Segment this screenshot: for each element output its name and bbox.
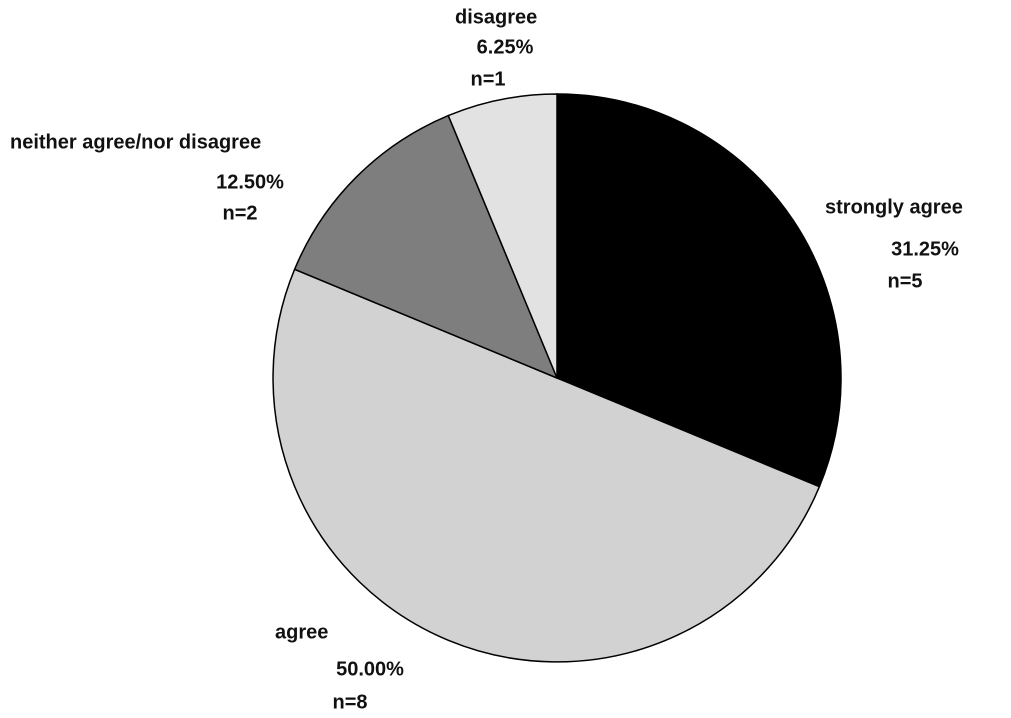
slice-label: agree [275, 621, 328, 643]
slice-label: strongly agree [825, 196, 963, 218]
count-label: n=8 [332, 691, 367, 713]
slice-label: neither agree/nor disagree [10, 131, 261, 153]
value-label: 6.25% [477, 36, 534, 58]
pie-slice [447, 93, 558, 379]
count-label: n=1 [470, 68, 505, 90]
count-label: n=2 [222, 202, 257, 224]
value-label: 31.25% [891, 238, 959, 260]
count-label: n=5 [887, 270, 922, 292]
pie-slice [272, 268, 821, 663]
pie-slice [293, 114, 559, 380]
slice-label: disagree [455, 6, 537, 28]
value-label: 50.00% [336, 658, 404, 680]
pie-slice [556, 93, 842, 488]
value-label: 12.50% [216, 171, 284, 193]
